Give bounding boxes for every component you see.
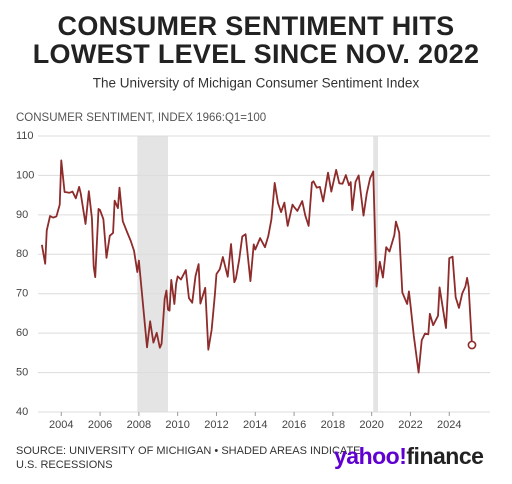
- logo-finance: finance: [406, 443, 483, 469]
- y-tick-label: 80: [16, 248, 28, 260]
- chart-title: CONSUMER SENTIMENT HITS: [58, 11, 455, 41]
- y-tick-label: 70: [16, 288, 28, 300]
- logo-yahoo: yahoo!: [334, 443, 406, 469]
- y-tick-label: 50: [16, 366, 28, 378]
- plot: 40 50 60 70 80 90 100 110 2004 2006 2008 2010 2012 20…: [16, 130, 490, 431]
- x-tick-label: 2014: [243, 419, 267, 431]
- x-tick-label: 2008: [127, 419, 151, 431]
- x-tick-label: 2004: [49, 419, 73, 431]
- y-tick-label: 90: [16, 209, 28, 221]
- y-tick-label: 40: [16, 406, 28, 418]
- end-marker: [467, 340, 477, 350]
- x-tick-label: 2016: [282, 419, 306, 431]
- y-tick-label: 100: [16, 169, 34, 181]
- source: U.S. RECESSIONS: [16, 459, 113, 471]
- line: [40, 159, 473, 374]
- x-tick-label: 2024: [437, 419, 461, 431]
- source: SOURCE: UNIVERSITY OF MICHIGAN • SHADED …: [16, 445, 361, 457]
- x-tick-label: 2010: [165, 419, 189, 431]
- x-tick-label: 2012: [204, 419, 228, 431]
- x-tick-label: 2006: [88, 419, 112, 431]
- x-tick-label: 2020: [359, 419, 383, 431]
- recession-band: [137, 136, 168, 412]
- logo: yahoo!finance: [334, 443, 483, 469]
- chart-title: LOWEST LEVEL SINCE NOV. 2022: [33, 39, 480, 69]
- y-axis-label: CONSUMER SENTIMENT, INDEX 1966:Q1=100: [16, 112, 266, 124]
- x-tick-label: 2022: [398, 419, 422, 431]
- y-tick-label: 60: [16, 327, 28, 339]
- y-tick-label: 110: [16, 130, 34, 142]
- subtitle: The University of Michigan Consumer Sent…: [93, 76, 420, 91]
- x-tick-label: 2018: [321, 419, 345, 431]
